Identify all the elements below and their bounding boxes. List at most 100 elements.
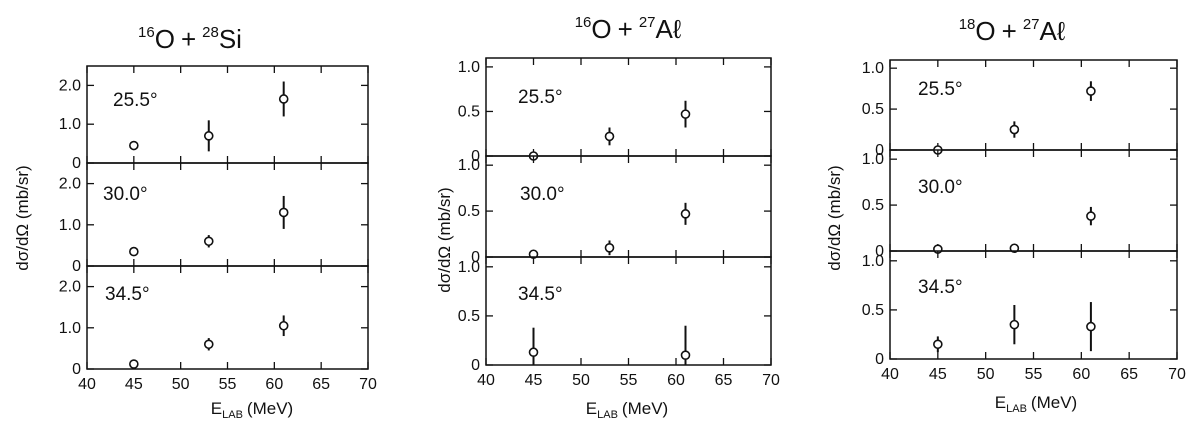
x-tick-label: 70 <box>359 376 377 393</box>
y-axis: 0 0.5 1.0 <box>458 59 771 165</box>
x-tick-label: 50 <box>172 376 190 393</box>
chart-2-xlabel: ELAB (MeV) <box>586 399 668 421</box>
y-tick-label: 0 <box>875 142 884 159</box>
data-point <box>203 131 214 141</box>
x-ticks <box>86 66 369 163</box>
y-tick-label: 0 <box>471 357 480 374</box>
data-point <box>129 359 139 369</box>
y-tick-label: 0 <box>471 249 480 266</box>
chart-3-title: 18O +27Aℓ <box>959 16 1066 46</box>
chart-1-ylabel: dσ/dΩ (mb/sr) <box>13 165 32 270</box>
angle-label: 25.5° <box>113 90 158 111</box>
y-tick-label: 1.0 <box>862 151 884 168</box>
y-tick-label: 2.0 <box>59 176 81 193</box>
data-point <box>129 246 139 257</box>
x-tick-label: 70 <box>762 372 780 389</box>
x-ticks <box>86 163 369 266</box>
data-points <box>933 302 1096 353</box>
y-tick-label: 0.5 <box>862 302 884 319</box>
chart-2-panel-2: 30.0° 0 0.5 1.0 <box>458 155 772 266</box>
x-ticks <box>889 251 1178 359</box>
angle-label: 25.5° <box>918 79 963 100</box>
y-tick-label: 1.0 <box>59 116 81 133</box>
x-tick-labels: 40 45 50 55 60 65 70 <box>881 366 1186 383</box>
y-axis: 0 0.5 1.0 <box>862 253 1177 368</box>
x-ticks <box>485 156 772 257</box>
panel-frame <box>86 265 369 370</box>
y-tick-label: 1.0 <box>458 157 480 174</box>
data-point <box>1086 321 1096 332</box>
x-tick-label: 45 <box>525 372 543 389</box>
x-tick-labels: 40 45 50 55 60 65 70 <box>78 376 377 393</box>
angle-label: 34.5° <box>518 284 563 305</box>
x-tick-label: 40 <box>78 376 96 393</box>
data-point <box>680 209 691 219</box>
y-tick-label: 0 <box>875 351 884 368</box>
x-tick-label: 40 <box>881 366 899 383</box>
x-ticks <box>889 60 1178 150</box>
angle-label: 25.5° <box>518 87 563 108</box>
y-axis: 0 0.5 1.0 <box>862 151 1177 260</box>
chart-3-panel-1: 25.5° 0 0.5 1.0 <box>862 59 1178 159</box>
data-point <box>278 94 289 104</box>
y-tick-label: 0 <box>72 258 81 275</box>
y-tick-label: 0.5 <box>458 308 480 325</box>
y-axis: 0 0.5 1.0 <box>458 259 771 374</box>
x-ticks <box>889 150 1178 251</box>
y-tick-label: 0.5 <box>862 197 884 214</box>
chart-1-title: 16O +28Si <box>138 24 242 54</box>
data-point <box>1009 124 1020 135</box>
panel-frame <box>889 250 1178 360</box>
panel-frame <box>485 256 772 366</box>
chart-2-title: 16O +27Aℓ <box>575 14 682 44</box>
x-tick-label: 60 <box>265 376 283 393</box>
data-point <box>1009 243 1020 254</box>
x-tick-label: 45 <box>125 376 143 393</box>
data-point <box>604 131 615 142</box>
data-points <box>528 100 691 161</box>
data-point <box>1086 211 1096 221</box>
y-tick-label: 1.0 <box>862 253 884 270</box>
x-tick-label: 70 <box>1168 366 1186 383</box>
data-point <box>203 339 214 350</box>
chart-1-panel-2: 30.0° 0 1.0 2.0 <box>59 162 369 275</box>
x-tick-label: 65 <box>1120 366 1138 383</box>
y-tick-label: 0.5 <box>458 103 480 120</box>
data-points <box>129 195 289 257</box>
data-point <box>680 350 691 360</box>
chart-2-panel-3: 34.5° 0 0.5 1.0 <box>458 256 772 374</box>
y-tick-label: 1.0 <box>59 217 81 234</box>
data-points <box>933 206 1096 254</box>
chart-3-panel-2: 30.0° 0 0.5 1.0 <box>862 149 1178 260</box>
y-tick-label: 0 <box>72 155 81 172</box>
x-tick-label: 60 <box>1072 366 1090 383</box>
angle-label: 30.0° <box>520 184 565 205</box>
y-axis: 0 1.0 2.0 <box>59 77 368 172</box>
panel-frame <box>485 155 772 258</box>
chart-3-xlabel: ELAB (MeV) <box>995 393 1077 415</box>
data-points <box>528 202 691 260</box>
data-point <box>604 243 615 253</box>
angle-label: 30.0° <box>918 177 963 198</box>
data-point <box>278 320 289 331</box>
y-axis: 0 1.0 2.0 <box>59 279 368 378</box>
data-point <box>1086 86 1096 96</box>
y-axis: 0 0.5 1.0 <box>458 157 771 266</box>
x-tick-labels: 40 45 50 55 60 65 70 <box>477 372 780 389</box>
y-tick-label: 1.0 <box>862 60 884 77</box>
panel-frame <box>889 149 1178 252</box>
y-tick-label: 0 <box>471 148 480 165</box>
chart-1-xlabel: ELAB (MeV) <box>211 399 293 421</box>
x-tick-label: 45 <box>929 366 947 383</box>
chart-3: 18O +27Aℓ dσ/dΩ (mb/sr) ELAB (MeV) 25.5° 0… <box>825 16 1186 415</box>
data-point <box>129 140 139 151</box>
y-tick-label: 2.0 <box>59 77 81 94</box>
y-tick-label: 0.5 <box>862 101 884 118</box>
x-tick-label: 65 <box>312 376 330 393</box>
x-tick-label: 55 <box>219 376 237 393</box>
chart-1-panel-3: 34.5° 0 1.0 2.0 <box>59 265 369 378</box>
y-tick-label: 1.0 <box>59 320 81 337</box>
data-point <box>203 236 214 247</box>
chart-1-panel-1: 25.5° 0 1.0 2.0 <box>59 65 369 172</box>
